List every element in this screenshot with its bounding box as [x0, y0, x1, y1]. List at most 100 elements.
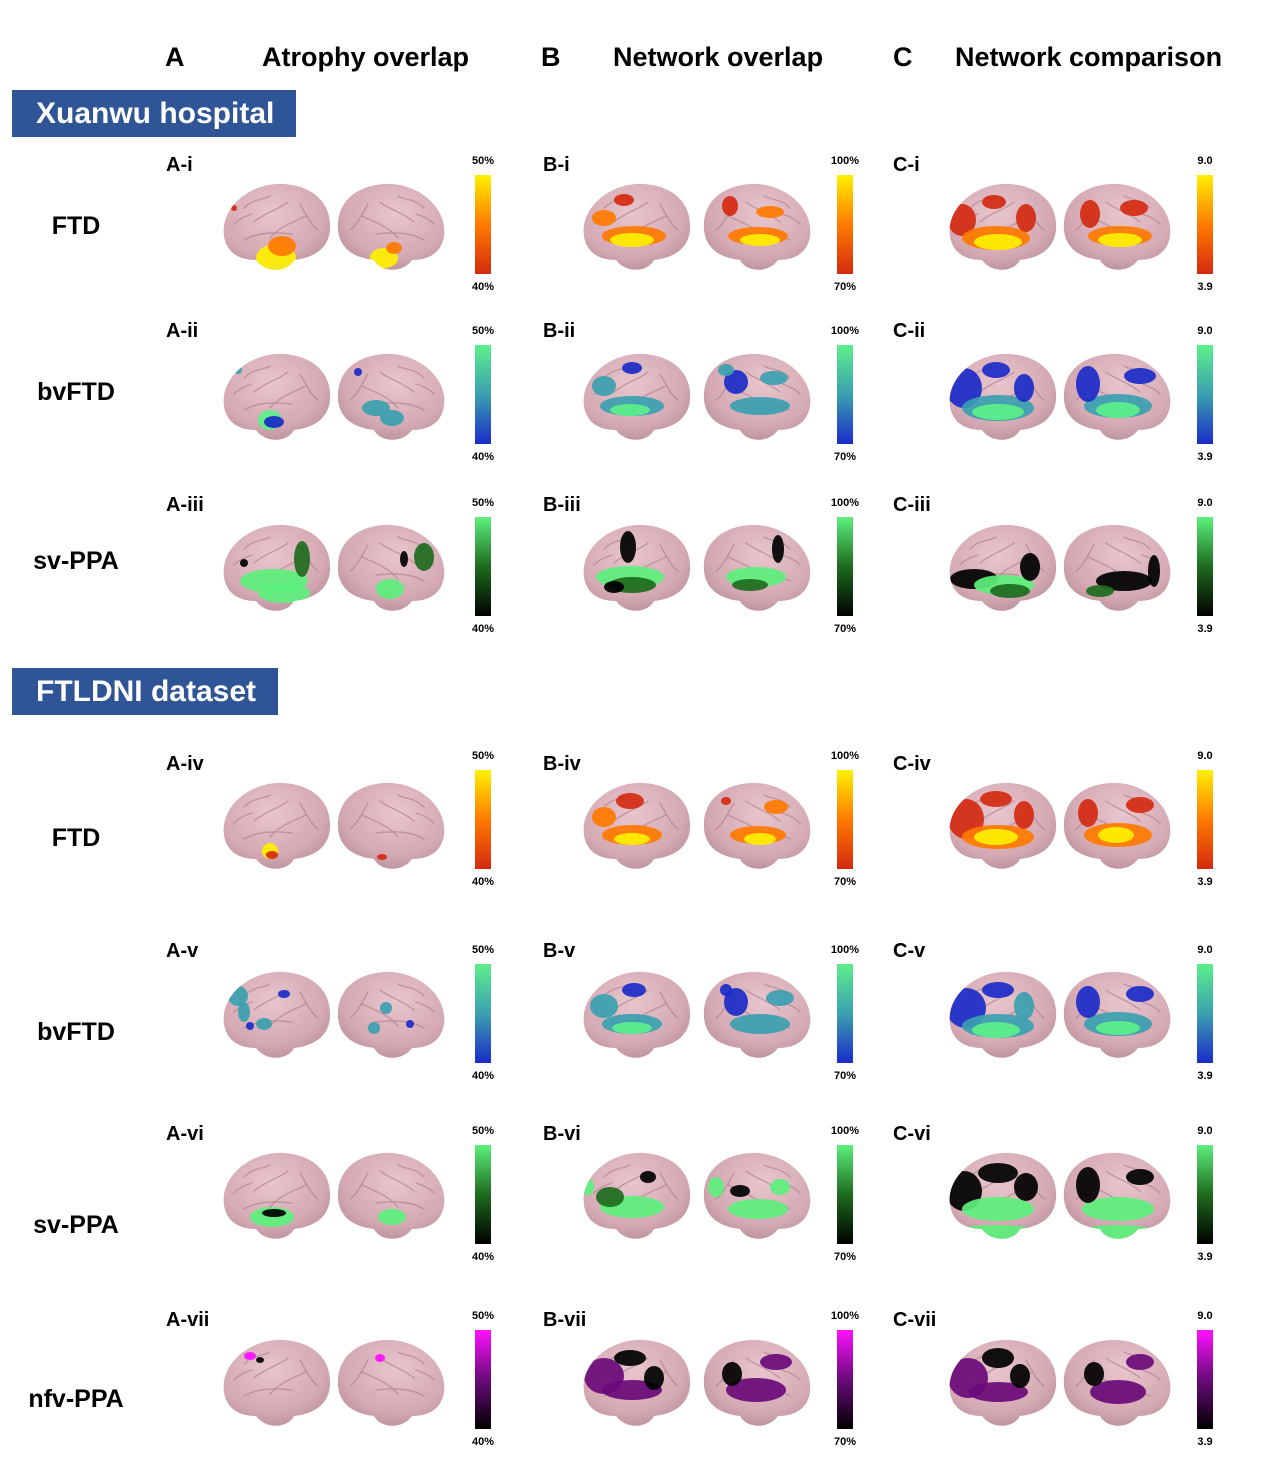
- section-banner: FTLDNI dataset: [12, 668, 279, 715]
- activation-blob: [258, 583, 310, 603]
- activation-blob: [614, 194, 634, 206]
- colorbar: [837, 1145, 853, 1244]
- colorbar: [1197, 345, 1213, 444]
- brain-surface: [337, 782, 445, 869]
- panel-label: B-i: [543, 154, 570, 176]
- activation-blob: [972, 404, 1024, 420]
- activation-blob: [377, 854, 387, 860]
- brain-left-hemisphere: [583, 1339, 691, 1426]
- activation-blob: [1098, 827, 1134, 843]
- activation-blob: [724, 988, 748, 1016]
- activation-blob: [592, 807, 616, 827]
- colorbar: [837, 517, 853, 616]
- activation-blob: [610, 404, 650, 416]
- colorbar-min-label: 40%: [471, 623, 495, 635]
- brain-right-hemisphere: [337, 782, 445, 869]
- activation-blob: [740, 234, 780, 246]
- panel-label: C-vi: [893, 1123, 931, 1145]
- brain-surface: [337, 971, 445, 1058]
- activation-blob: [1084, 1362, 1104, 1386]
- activation-blob: [620, 531, 636, 563]
- colorbar-min-label: 3.9: [1197, 1070, 1213, 1082]
- row-label-sv-ppa: sv-PPA: [33, 547, 119, 575]
- row-label-nfv-ppa: nfv-PPA: [28, 1385, 124, 1413]
- brain-left-hemisphere: [223, 183, 331, 270]
- activation-blob: [1014, 1173, 1038, 1201]
- colorbar-min-label: 40%: [471, 876, 495, 888]
- activation-blob: [744, 833, 776, 845]
- colorbar: [1197, 964, 1213, 1063]
- colorbar-max-label: 9.0: [1197, 944, 1213, 956]
- brain-left-hemisphere: [583, 183, 691, 270]
- activation-blob: [262, 1209, 286, 1217]
- activation-blob: [1090, 1380, 1146, 1404]
- panel-label: A-v: [166, 940, 199, 962]
- activation-blob: [386, 242, 402, 254]
- activation-blob: [982, 982, 1014, 998]
- colorbar-min-label: 70%: [833, 876, 857, 888]
- colorbar-max-label: 9.0: [1197, 1125, 1213, 1137]
- activation-blob: [246, 1022, 254, 1030]
- activation-blob: [721, 797, 731, 805]
- colorbar: [475, 175, 491, 274]
- activation-blob: [592, 376, 616, 396]
- panel-label: C-i: [893, 154, 920, 176]
- activation-blob: [972, 1022, 1020, 1038]
- brain-left-hemisphere: [949, 971, 1057, 1058]
- activation-blob: [362, 400, 390, 416]
- activation-blob: [974, 234, 1022, 250]
- colorbar: [475, 1145, 491, 1244]
- brain-right-hemisphere: [703, 782, 811, 869]
- activation-blob: [378, 1209, 406, 1225]
- activation-blob: [772, 535, 784, 563]
- brain-right-hemisphere: [1063, 524, 1171, 611]
- activation-blob: [231, 205, 237, 211]
- column-title-C: Network comparison: [955, 42, 1223, 72]
- activation-blob: [1014, 992, 1034, 1020]
- activation-blob: [616, 793, 644, 809]
- column-letter-C: C: [893, 42, 913, 72]
- activation-blob: [949, 204, 976, 236]
- colorbar: [475, 964, 491, 1063]
- panel-label: B-vii: [543, 1309, 587, 1331]
- colorbar-max-label: 9.0: [1197, 155, 1213, 167]
- brain-right-hemisphere: [703, 1339, 811, 1426]
- brain-left-hemisphere: [223, 524, 331, 611]
- activation-blob: [1086, 585, 1114, 597]
- activation-blob: [376, 579, 404, 599]
- brain-surface: [223, 353, 331, 440]
- activation-blob: [718, 364, 734, 376]
- colorbar-max-label: 9.0: [1197, 325, 1213, 337]
- panel-label: A-i: [166, 154, 193, 176]
- activation-blob: [1126, 1169, 1154, 1185]
- activation-blob: [612, 1022, 652, 1034]
- brain-left-hemisphere: [583, 353, 691, 440]
- activation-blob: [414, 543, 434, 571]
- activation-blob: [1076, 1167, 1100, 1203]
- brain-surface: [223, 1339, 331, 1426]
- activation-blob: [982, 362, 1010, 378]
- activation-blob: [592, 210, 616, 226]
- colorbar-max-label: 9.0: [1197, 1310, 1213, 1322]
- panel-label: B-vi: [543, 1123, 581, 1145]
- activation-blob: [240, 559, 248, 567]
- colorbar: [1197, 770, 1213, 869]
- panel-label: B-ii: [543, 320, 576, 342]
- colorbar: [475, 770, 491, 869]
- colorbar-max-label: 50%: [471, 325, 495, 337]
- colorbar-min-label: 40%: [471, 451, 495, 463]
- column-title-A: Atrophy overlap: [262, 42, 470, 72]
- brain-right-hemisphere: [1063, 782, 1171, 869]
- activation-blob: [730, 1014, 790, 1034]
- activation-blob: [1120, 200, 1148, 216]
- activation-blob: [354, 368, 362, 376]
- activation-blob: [256, 1357, 264, 1363]
- activation-blob: [952, 1225, 1040, 1239]
- activation-blob: [622, 362, 642, 374]
- activation-blob: [760, 1354, 792, 1370]
- colorbar-max-label: 100%: [830, 155, 860, 167]
- activation-blob: [380, 1002, 392, 1014]
- activation-blob: [264, 416, 284, 428]
- panel-label: A-vii: [166, 1309, 210, 1331]
- colorbar-max-label: 100%: [830, 750, 860, 762]
